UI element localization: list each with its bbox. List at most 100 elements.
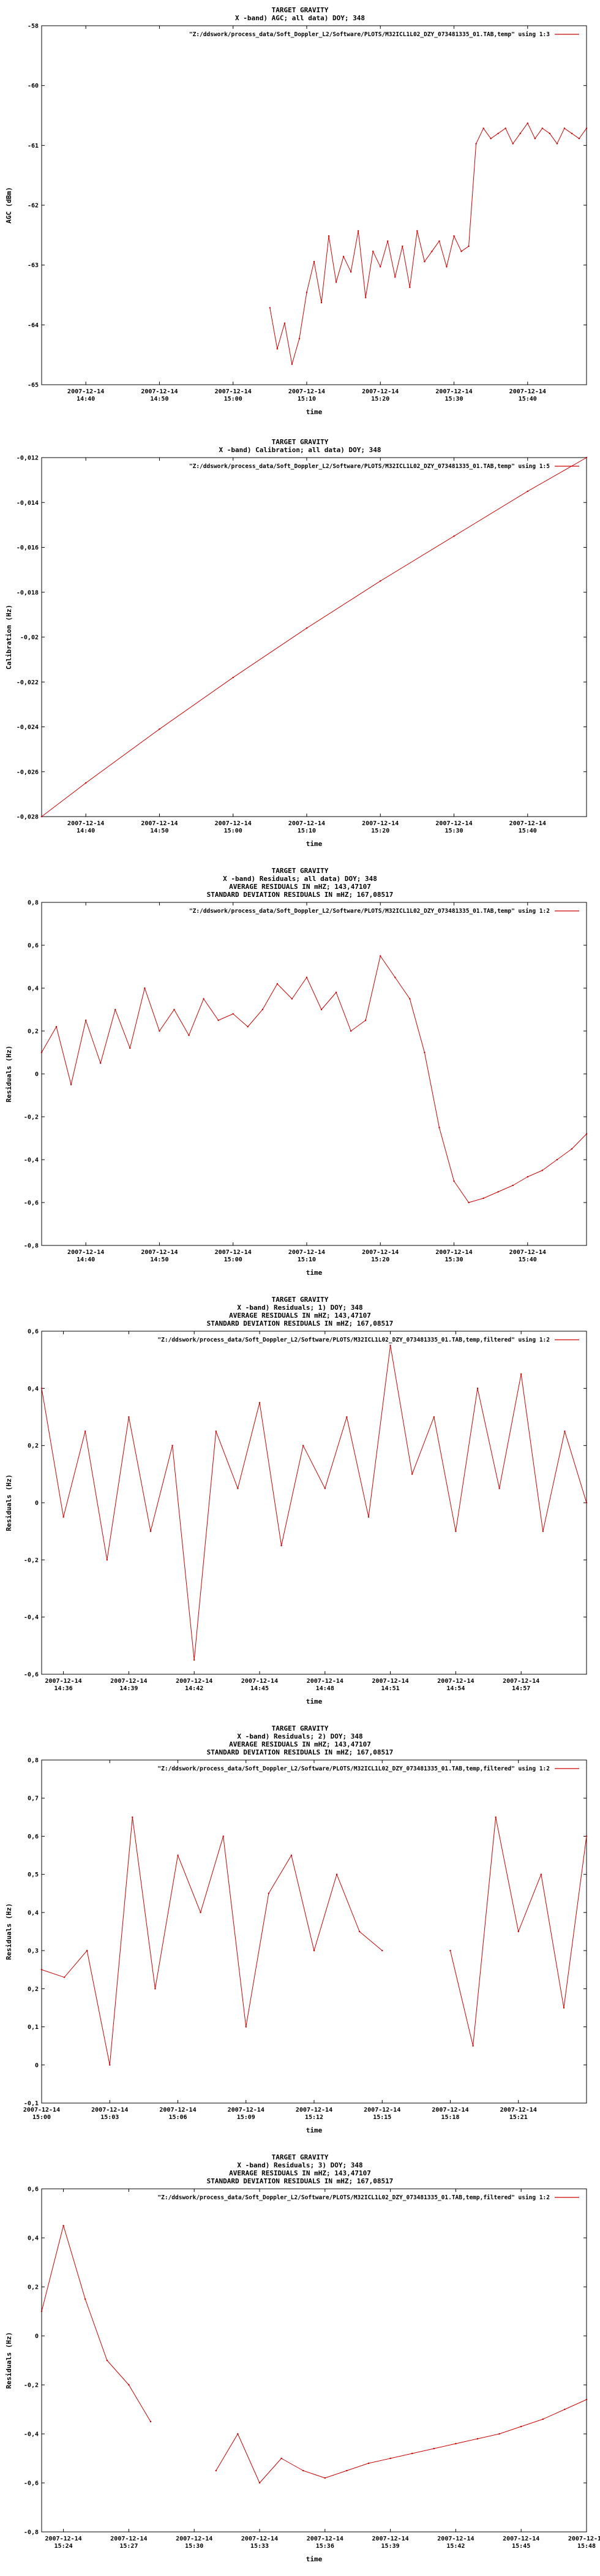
series-segment [233, 1013, 249, 1027]
y-tick-label: 0,2 [28, 2284, 39, 2291]
x-tick-label: 15:24 [54, 2543, 73, 2550]
series-segment [454, 1180, 469, 1203]
x-axis-label: time [306, 840, 323, 848]
series-segment [262, 983, 278, 1010]
y-tick-label: 0,5 [28, 1872, 39, 1878]
series-segment [358, 230, 366, 298]
series-segment [107, 2360, 129, 2385]
series-segment [189, 999, 204, 1036]
y-tick-label: 0,6 [28, 2186, 39, 2193]
chart-subtitle: X -band) Residuals; all data) DOY; 348 [223, 875, 377, 883]
series-segment [302, 1445, 326, 1489]
y-tick-label: -0,8 [24, 2529, 39, 2536]
series-segment [564, 128, 572, 134]
x-tick-label: 2007-12-14 [141, 1249, 178, 1256]
y-tick-label: 0 [35, 2062, 39, 2069]
y-tick-label: 0,3 [28, 1948, 39, 1955]
chart-title: TARGET GRAVITY [271, 438, 329, 446]
series-segment [433, 2443, 456, 2449]
series-segment [269, 308, 278, 349]
x-tick-label: 2007-12-14 [67, 820, 104, 827]
y-tick-label: -0,028 [17, 814, 39, 821]
y-tick-label: -65 [28, 382, 39, 389]
series-segment [259, 1402, 282, 1546]
series-segment [336, 992, 351, 1032]
legend-label: "Z:/ddswork/process_data/Soft_Doppler_L2… [157, 1337, 550, 1343]
x-tick-label: 14:54 [446, 1685, 465, 1692]
x-tick-label: 2007-12-14 [503, 1678, 539, 1685]
chart-subtitle: AVERAGE RESIDUALS IN mHZ; 143,47107 [229, 1740, 371, 1748]
series-segment [144, 988, 160, 1032]
series-segment [128, 2384, 151, 2422]
y-tick-label: 0,6 [28, 943, 39, 950]
y-axis-label: AGC (dBm) [5, 187, 13, 224]
series-segment [411, 1416, 435, 1475]
series-segment [299, 292, 307, 339]
chart-svg: -58-60-61-62-63-64-652007-12-1414:402007… [5, 23, 588, 416]
x-tick-label: 15:15 [373, 2114, 391, 2121]
series-segment [321, 236, 329, 303]
y-axis-label: Residuals (Hz) [5, 1046, 13, 1103]
series-segment [412, 2448, 434, 2454]
series-segment [41, 1388, 64, 1517]
y-tick-label: -0,2 [24, 1557, 39, 1564]
x-tick-label: 15:09 [237, 2114, 255, 2121]
chart-title: TARGET GRAVITY [271, 1296, 329, 1304]
series-segment [563, 1836, 587, 2008]
series-segment [499, 2426, 522, 2434]
y-tick-label: 0,4 [28, 1386, 39, 1392]
x-tick-label: 14:40 [77, 828, 95, 834]
chart-title: TARGET GRAVITY [271, 867, 329, 875]
series-segment [518, 1874, 542, 1932]
y-axis-label: Residuals (Hz) [5, 1903, 13, 1960]
series-segment [350, 1020, 366, 1032]
data-point [222, 1835, 224, 1837]
series-segment [343, 256, 351, 273]
chart-svg: 0,60,40,20-0,2-0,4-0,6-0,82007-12-1415:2… [5, 2186, 600, 2564]
series-segment [542, 2409, 565, 2420]
y-tick-label: 0,6 [28, 1834, 39, 1840]
series-segment [347, 2463, 369, 2471]
y-tick-label: -0,4 [24, 2431, 39, 2438]
plot-frame [41, 1331, 587, 1675]
x-axis-label: time [306, 408, 323, 416]
chart-subtitle: X -band) Residuals; 1) DOY; 348 [237, 1304, 363, 1312]
series-segment [483, 1192, 498, 1199]
y-tick-label: 0,8 [28, 1758, 39, 1764]
series-segment [455, 1388, 478, 1532]
series-segment [284, 323, 293, 364]
series-segment [233, 627, 307, 678]
series-segment [409, 230, 418, 288]
x-tick-label: 14:45 [250, 1685, 269, 1692]
series-segment [259, 2458, 282, 2483]
y-tick-label: 0,4 [28, 986, 39, 992]
legend-label: "Z:/ddswork/process_data/Soft_Doppler_L2… [189, 908, 550, 915]
series-segment [483, 128, 492, 139]
plot-frame [41, 902, 587, 1246]
y-tick-label: -58 [28, 23, 39, 30]
x-tick-label: 2007-12-14 [372, 1678, 408, 1685]
plot-frame [41, 1759, 587, 2104]
y-axis-label: Residuals (Hz) [5, 1475, 13, 1532]
series-segment [365, 251, 373, 298]
data-point [585, 127, 588, 129]
series-segment [512, 133, 521, 144]
series-segment [542, 1159, 558, 1171]
series-segment [84, 1431, 108, 1560]
x-tick-label: 2007-12-14 [159, 2107, 196, 2113]
chart-subtitle: STANDARD DEVIATION RESIDUALS IN mHZ; 167… [206, 1320, 394, 1328]
series-segment [277, 983, 293, 999]
x-tick-label: 15:20 [371, 828, 389, 834]
x-tick-label: 15:27 [119, 2543, 138, 2550]
series-segment [223, 1836, 247, 2027]
chart-subtitle: STANDARD DEVIATION RESIDUALS IN mHZ; 167… [206, 1748, 394, 1756]
series-segment [100, 1009, 116, 1063]
data-point [109, 2064, 111, 2066]
y-tick-label: -0,6 [24, 2480, 39, 2487]
data-point [193, 1659, 195, 1661]
x-tick-label: 15:20 [371, 1256, 389, 1263]
data-point [132, 1816, 133, 1818]
series-segment [41, 782, 86, 817]
series-segment [527, 123, 536, 139]
series-segment [63, 1431, 86, 1517]
